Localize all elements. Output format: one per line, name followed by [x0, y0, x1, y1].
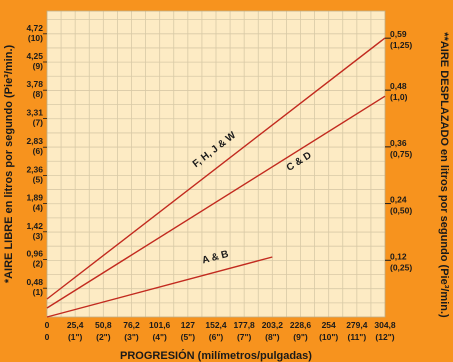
x-tick-sublabel: (4"): [152, 332, 167, 342]
x-tick-label: 101,6: [149, 320, 171, 330]
x-tick-label: 254: [322, 320, 336, 330]
right-axis-ticks: 0,12(0,25) 0,24(0,50) 0,36(0,75) 0,48(1,0) 0…: [385, 29, 412, 272]
x-tick-label: 228,6: [290, 320, 312, 330]
grid: [46, 10, 386, 318]
x-tick-label: 203,2: [262, 320, 284, 330]
right-tick-sublabel: (0,50): [390, 206, 412, 216]
x-tick-label: 152,4: [205, 320, 227, 330]
series-line: [46, 256, 273, 318]
left-tick-label: 1,89: [26, 193, 43, 203]
left-tick-sublabel: (4): [33, 203, 44, 213]
right-tick-sublabel: (0,75): [390, 149, 412, 159]
x-axis-ticks: 0 0 25,4 (1") 50,8 (2") 76,2 (3") 101,6 (4") 127 (5…: [45, 320, 396, 342]
right-tick-sublabel: (1,25): [390, 40, 412, 50]
left-tick-sublabel: (3): [33, 231, 44, 241]
left-tick-label: 0,48: [26, 277, 43, 287]
x-tick-sublabel: (3"): [124, 332, 139, 342]
left-tick-sublabel: (9): [33, 61, 44, 71]
left-tick-sublabel: (10): [28, 33, 43, 43]
left-tick-sublabel: (2): [33, 258, 44, 268]
left-tick-sublabel: (6): [33, 146, 44, 156]
x-tick-sublabel: (10"): [319, 332, 338, 342]
left-axis-ticks: 0,48(1)0,96(2)1,42(3)1,89(4)2,36(5)2,83(…: [26, 23, 47, 297]
left-tick-label: 2,36: [26, 164, 43, 174]
left-tick-label: 2,83: [26, 136, 43, 146]
x-tick-label: 25,4: [67, 320, 84, 330]
left-tick-label: 4,72: [26, 23, 43, 33]
x-tick-sublabel: (12"): [375, 332, 394, 342]
left-tick-label: 3,78: [26, 79, 43, 89]
x-tick-sublabel: (5"): [181, 332, 196, 342]
x-tick-sublabel: (8"): [265, 332, 280, 342]
left-axis-title: *AIRE LIBRE en litros por segundo (Pie³/…: [3, 44, 15, 283]
x-tick-sublabel: (6"): [209, 332, 224, 342]
right-axis-title: **AIRE DESPLAZADO en litros por segundo …: [438, 32, 450, 318]
x-axis-title: PROGRESIÓN (milímetros/pulgadas): [120, 349, 312, 362]
x-tick-sublabel: (2"): [96, 332, 111, 342]
right-tick-label: 0,24: [390, 195, 407, 205]
series-lines: [46, 37, 386, 318]
right-tick-sublabel: (0,25): [390, 262, 412, 272]
x-tick-label: 0: [45, 320, 50, 330]
x-tick-sublabel: (7"): [237, 332, 252, 342]
plot-border: [46, 10, 386, 318]
left-tick-label: 0,96: [26, 248, 43, 258]
x-tick-sublabel: (1"): [68, 332, 83, 342]
x-tick-label: 304,8: [374, 320, 396, 330]
left-tick-sublabel: (1): [33, 287, 44, 297]
left-tick-sublabel: (7): [33, 117, 44, 127]
x-tick-label: 127: [181, 320, 195, 330]
right-tick-label: 0,12: [390, 251, 407, 261]
series-line: [46, 95, 386, 309]
left-tick-sublabel: (5): [33, 174, 44, 184]
left-tick-label: 4,25: [26, 51, 43, 61]
series-line: [46, 37, 386, 300]
right-tick-sublabel: (1,0): [390, 92, 408, 102]
x-tick-sublabel: (9"): [293, 332, 308, 342]
x-tick-label: 177,8: [234, 320, 256, 330]
x-tick-label: 76,2: [123, 320, 140, 330]
x-tick-label: 50,8: [95, 320, 112, 330]
x-tick-sublabel: 0: [45, 332, 50, 342]
left-tick-sublabel: (8): [33, 89, 44, 99]
x-tick-sublabel: (11"): [347, 332, 366, 342]
right-tick-label: 0,59: [390, 29, 407, 39]
right-tick-label: 0,48: [390, 81, 407, 91]
x-tick-label: 279,4: [346, 320, 368, 330]
left-tick-label: 3,31: [26, 107, 43, 117]
left-tick-label: 1,42: [26, 221, 43, 231]
right-tick-label: 0,36: [390, 138, 407, 148]
